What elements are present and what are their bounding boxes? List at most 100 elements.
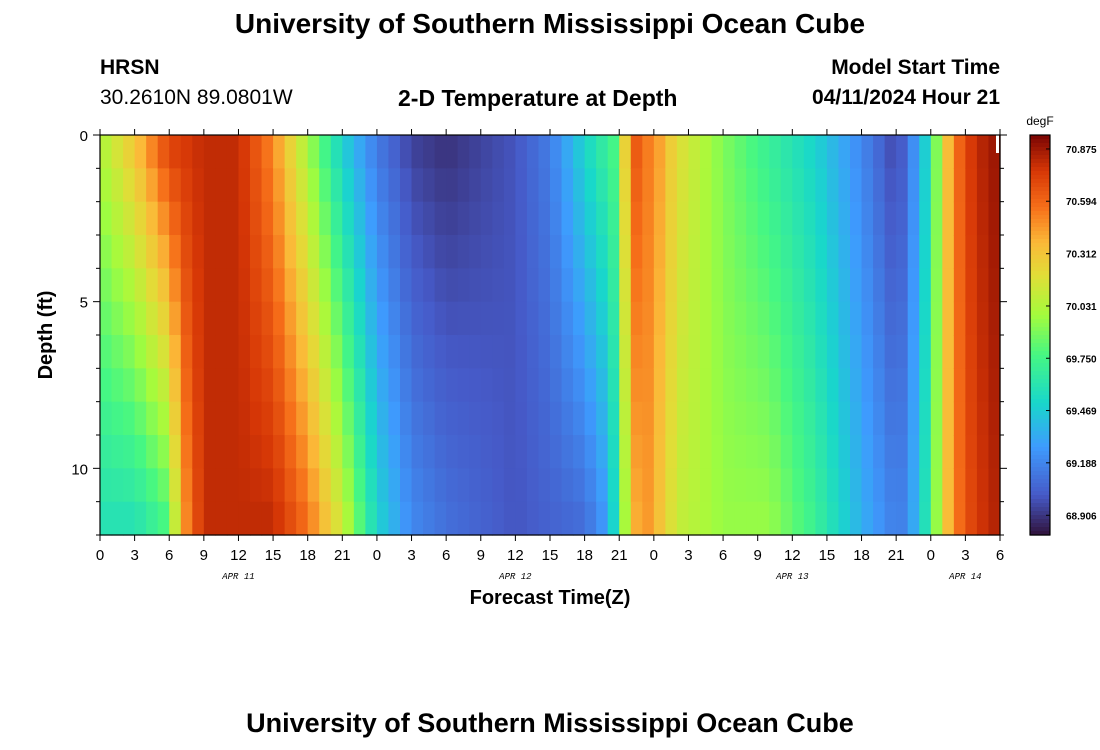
colorbar-segment: [1030, 195, 1050, 200]
heatmap-cell: [111, 135, 124, 169]
heatmap-cell: [319, 501, 332, 536]
heatmap-cell: [838, 268, 851, 303]
heatmap-cell: [492, 168, 505, 203]
heatmap-cell: [307, 401, 320, 436]
heatmap-cell: [711, 135, 724, 169]
heatmap-cell: [469, 301, 482, 336]
heatmap-cell: [711, 201, 724, 236]
heatmap-cell: [676, 168, 690, 203]
colorbar-tick-label: 70.875: [1066, 145, 1097, 156]
heatmap-cell: [596, 435, 609, 469]
heatmap-cell: [169, 368, 182, 403]
heatmap-cell: [596, 401, 609, 436]
heatmap-cell: [376, 435, 390, 469]
heatmap-cell: [792, 168, 805, 203]
heatmap-cell: [342, 368, 355, 403]
heatmap-cell: [838, 468, 851, 503]
heatmap-cell: [307, 268, 320, 303]
colorbar-tick-label: 69.469: [1066, 407, 1097, 418]
heatmap-cell: [861, 435, 874, 469]
heatmap-cell: [723, 201, 736, 236]
heatmap-cell: [111, 401, 124, 436]
heatmap-cell: [561, 401, 574, 436]
heatmap-cell: [792, 301, 805, 336]
heatmap-cell: [388, 168, 401, 203]
heatmap-cell: [307, 335, 320, 369]
heatmap-cell: [607, 135, 620, 169]
heatmap-cell: [884, 335, 897, 369]
heatmap-cell: [411, 235, 424, 269]
heatmap-cell: [665, 468, 678, 503]
heatmap-cell: [446, 401, 459, 436]
x-tick-label: 0: [373, 547, 381, 564]
heatmap-cell: [976, 501, 990, 536]
heatmap-cell: [561, 201, 574, 236]
heatmap-cell: [815, 501, 828, 536]
heatmap-cell: [284, 301, 297, 336]
station-coordinates: 30.2610N 89.0801W: [100, 86, 293, 109]
colorbar-segment: [1030, 475, 1050, 480]
heatmap-cell: [492, 468, 505, 503]
heatmap-cell: [803, 435, 816, 469]
heatmap-cell: [261, 201, 274, 236]
heatmap-cell: [838, 335, 851, 369]
heatmap-cell: [734, 301, 747, 336]
heatmap-cell: [526, 368, 540, 403]
heatmap-cell: [884, 135, 897, 169]
heatmap-cell: [746, 301, 759, 336]
heatmap-cell: [203, 501, 216, 536]
heatmap-cell: [550, 235, 563, 269]
heatmap-cell: [446, 168, 459, 203]
heatmap-cell: [711, 268, 724, 303]
heatmap-cell: [803, 501, 816, 536]
heatmap-cell: [457, 168, 470, 203]
heatmap-cell: [411, 168, 424, 203]
heatmap-cell: [226, 435, 240, 469]
colorbar-segment: [1030, 403, 1050, 408]
heatmap-cell: [411, 201, 424, 236]
heatmap-cell: [192, 501, 205, 536]
heatmap-cell: [942, 368, 955, 403]
colorbar-segment: [1030, 427, 1050, 432]
heatmap-cell: [100, 201, 113, 236]
heatmap-cell: [238, 268, 251, 303]
heatmap-cell: [988, 368, 1001, 403]
heatmap-cell: [619, 201, 632, 236]
heatmap-cell: [803, 201, 816, 236]
heatmap-cell: [157, 368, 170, 403]
heatmap-cell: [284, 335, 297, 369]
heatmap-cell: [930, 435, 943, 469]
heatmap-cell: [607, 335, 620, 369]
heatmap-cell: [400, 368, 413, 403]
heatmap-cell: [111, 168, 124, 203]
heatmap-cell: [203, 401, 216, 436]
colorbar-segment: [1030, 411, 1050, 416]
heatmap-cell: [434, 268, 447, 303]
heatmap-cell: [942, 201, 955, 236]
heatmap-cell: [123, 401, 136, 436]
heatmap-cell: [365, 301, 378, 336]
colorbar-segment: [1030, 531, 1050, 536]
heatmap-cell: [723, 401, 736, 436]
heatmap-cell: [226, 335, 240, 369]
heatmap-cell: [896, 168, 909, 203]
heatmap-cell: [953, 435, 966, 469]
heatmap-cell: [469, 401, 482, 436]
footer-title: University of Southern Mississippi Ocean…: [246, 708, 854, 738]
heatmap-cell: [157, 435, 170, 469]
heatmap-cell: [538, 501, 551, 536]
heatmap-cell: [192, 235, 205, 269]
heatmap-cell: [296, 268, 309, 303]
heatmap-cell: [976, 401, 990, 436]
heatmap-cell: [146, 201, 159, 236]
heatmap-cell: [250, 301, 263, 336]
heatmap-cell: [538, 201, 551, 236]
heatmap-cell: [226, 235, 240, 269]
colorbar-segment: [1030, 231, 1050, 236]
heatmap-cell: [723, 368, 736, 403]
heatmap-cell: [688, 168, 701, 203]
heatmap-cell: [273, 135, 286, 169]
colorbar-segment: [1030, 455, 1050, 460]
heatmap-cell: [976, 268, 990, 303]
x-tick-label: 12: [230, 547, 247, 564]
